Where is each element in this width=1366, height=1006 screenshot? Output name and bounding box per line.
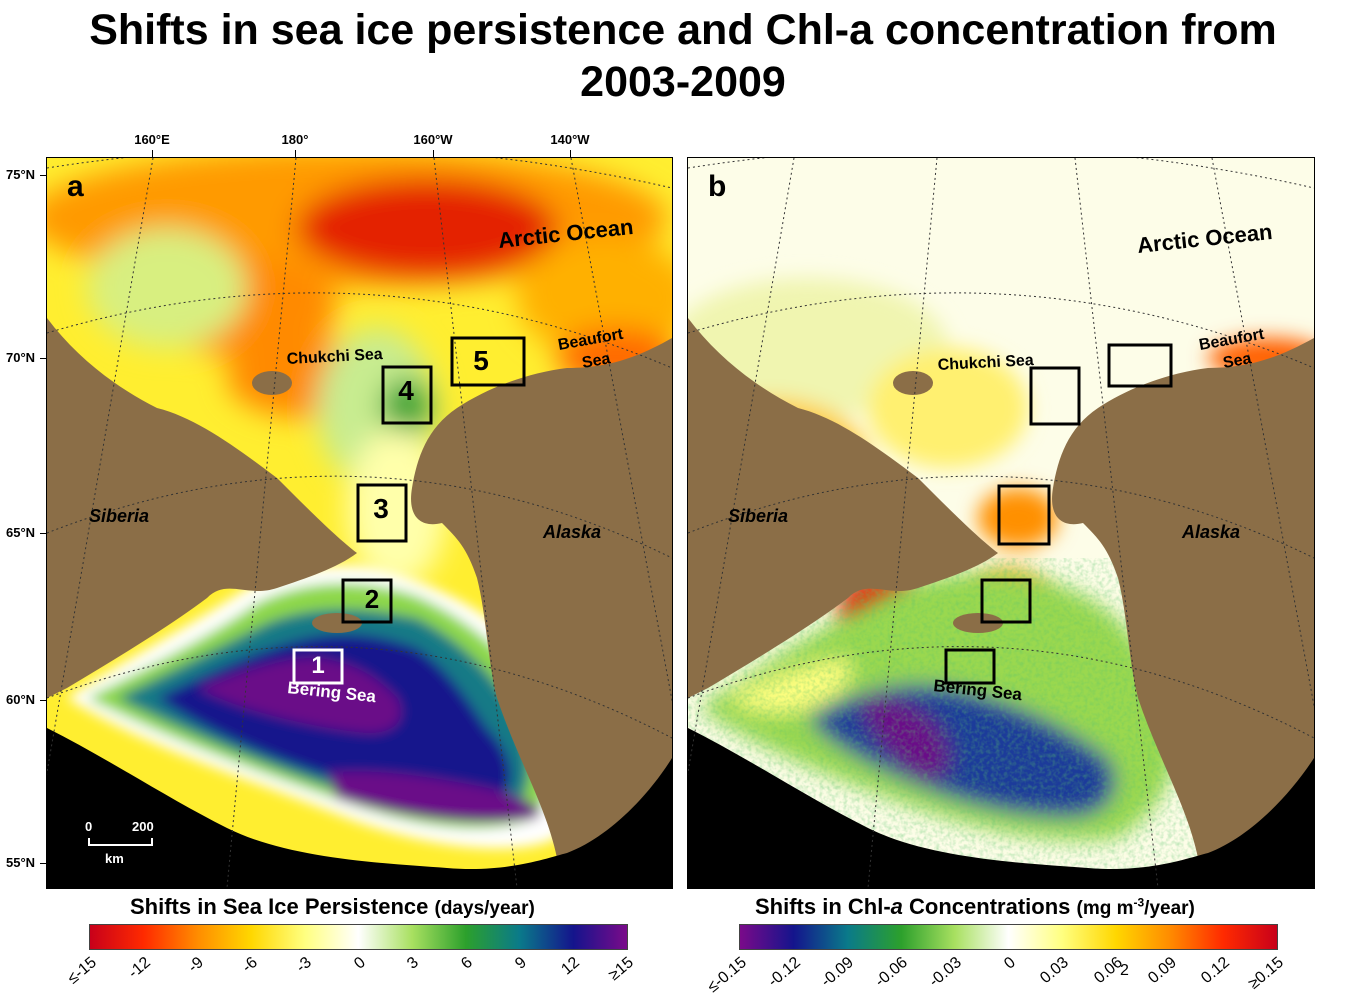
label-alaska: Alaska bbox=[542, 522, 601, 542]
lon-label-140w: 140°W bbox=[550, 132, 590, 147]
lon-tick bbox=[433, 150, 434, 157]
label-chukchi-sea: Chukchi Sea bbox=[286, 346, 383, 368]
panel-letter-b: b bbox=[708, 170, 726, 203]
box-label-5: 5 bbox=[473, 345, 489, 376]
colorbar-tick-label: 3 bbox=[404, 954, 423, 973]
lon-label-160w: 160°W bbox=[413, 132, 453, 147]
colorbar-b-unit: (mg m bbox=[1076, 898, 1134, 919]
lat-label-75n: 75°N bbox=[6, 167, 36, 182]
lon-tick bbox=[570, 150, 571, 157]
colorbar-tick-label: 12 bbox=[558, 954, 584, 979]
lon-tick bbox=[295, 150, 296, 157]
colorbar-tick-label: 6 bbox=[458, 954, 476, 973]
colorbar-b-unit-end: /year) bbox=[1144, 898, 1195, 919]
colorbar-b-unit-sup: -3 bbox=[1133, 895, 1145, 910]
colorbar-tick-label: ≥0.15 bbox=[1245, 954, 1287, 993]
lat-label-70n: 70°N bbox=[6, 350, 36, 365]
colorbar-tick-label: ≤-15 bbox=[64, 954, 100, 988]
colorbar-b-title: Shifts in Chl-a Concentrations (mg m-3/y… bbox=[755, 894, 1195, 920]
colorbar-tick-label: -0.03 bbox=[925, 954, 965, 991]
scale-max: 200 bbox=[132, 819, 154, 834]
region-box-4-b bbox=[1029, 366, 1081, 426]
colorbar-tick-label: 0.06 bbox=[1091, 954, 1126, 988]
region-box-3 bbox=[356, 483, 408, 543]
scale-unit: km bbox=[105, 851, 124, 866]
colorbar-a-title: Shifts in Sea Ice Persistence (days/year… bbox=[130, 894, 535, 920]
colorbar-tick-label: -0.09 bbox=[818, 954, 858, 991]
colorbar-tick-label: 0.12 bbox=[1198, 954, 1234, 988]
colorbar-b-title-prefix: Shifts in Chl- bbox=[755, 894, 891, 919]
lat-tick bbox=[40, 533, 46, 534]
colorbar-sea-ice bbox=[89, 924, 628, 950]
label-chukchi-sea-b: Chukchi Sea bbox=[937, 352, 1034, 374]
lat-tick bbox=[40, 175, 46, 176]
colorbar-tick-label: ≤-0.15 bbox=[704, 954, 750, 997]
map-panel-sea-ice: 1 2 3 4 5 a Arctic Ocean Chukchi Sea Bea… bbox=[46, 157, 673, 889]
colorbar-tick-label: ≥15 bbox=[605, 954, 637, 985]
colorbar-tick-label: -6 bbox=[239, 954, 262, 977]
label-siberia: Siberia bbox=[89, 506, 149, 526]
colorbar-tick-label: -0.06 bbox=[872, 954, 912, 991]
label-siberia-b: Siberia bbox=[728, 506, 788, 526]
lat-tick bbox=[40, 863, 46, 864]
lat-tick bbox=[40, 700, 46, 701]
label-alaska-b: Alaska bbox=[1181, 522, 1240, 542]
colorbar-tick-label: -0.12 bbox=[764, 954, 804, 991]
colorbar-b-title-suffix: Concentrations bbox=[902, 894, 1071, 919]
colorbar-chlorophyll bbox=[739, 924, 1278, 950]
lat-label-55n: 55°N bbox=[6, 855, 36, 870]
lon-tick bbox=[152, 150, 153, 157]
scale-bar: 0 200 km bbox=[85, 819, 154, 866]
box-label-3: 3 bbox=[373, 493, 389, 524]
title-line-2: 2003-2009 bbox=[580, 58, 786, 106]
box-label-4: 4 bbox=[398, 375, 414, 406]
region-box-4 bbox=[381, 365, 433, 425]
lon-label-180: 180° bbox=[281, 132, 309, 147]
colorbar-tick-label: 0 bbox=[1000, 954, 1019, 973]
region-box-2-b bbox=[980, 578, 1032, 624]
colorbar-tick-label: 9 bbox=[511, 954, 530, 973]
colorbar-tick-label: -9 bbox=[185, 954, 208, 977]
colorbar-a-title-text: Shifts in Sea Ice Persistence bbox=[130, 894, 429, 919]
colorbar-tick-label: 0 bbox=[350, 954, 369, 973]
colorbar-tick-label: 0.03 bbox=[1037, 954, 1073, 988]
box-label-2: 2 bbox=[365, 584, 379, 614]
region-box-2 bbox=[341, 578, 393, 624]
figure-title: Shifts in sea ice persistence and Chl-a … bbox=[0, 4, 1366, 108]
lat-tick bbox=[40, 358, 46, 359]
colorbar-b-title-italic: a bbox=[890, 894, 903, 919]
lat-label-65n: 65°N bbox=[6, 525, 36, 540]
lat-label-60n: 60°N bbox=[6, 692, 36, 707]
region-box-3-b bbox=[997, 484, 1051, 546]
region-box-5-b bbox=[1107, 343, 1173, 388]
colorbar-tick-label: 0.09 bbox=[1144, 954, 1180, 988]
box-label-1: 1 bbox=[311, 652, 324, 679]
panel-letter-a: a bbox=[67, 170, 84, 203]
colorbar-b-stray-tick: 2 bbox=[1120, 962, 1129, 979]
region-box-1-b bbox=[944, 648, 996, 685]
colorbar-a-unit: (days/year) bbox=[434, 898, 535, 919]
chlorophyll-map-graphic: b Arctic Ocean Chukchi Sea Beaufort Sea … bbox=[688, 158, 1314, 888]
region-box-5 bbox=[450, 336, 526, 387]
label-beaufort-sea-b: Sea bbox=[1222, 350, 1253, 372]
map-panel-chlorophyll: b Arctic Ocean Chukchi Sea Beaufort Sea … bbox=[687, 157, 1315, 889]
scale-zero: 0 bbox=[85, 819, 92, 834]
colorbar-tick-label: -12 bbox=[124, 954, 154, 982]
sea-ice-map-graphic: 1 2 3 4 5 a Arctic Ocean Chukchi Sea Bea… bbox=[47, 158, 672, 888]
lon-label-160e: 160°E bbox=[134, 132, 170, 147]
colorbar-tick-label: -3 bbox=[292, 954, 315, 977]
label-beaufort-sea: Sea bbox=[581, 350, 612, 372]
region-box-1 bbox=[292, 648, 344, 685]
title-line-1: Shifts in sea ice persistence and Chl-a … bbox=[89, 6, 1277, 54]
